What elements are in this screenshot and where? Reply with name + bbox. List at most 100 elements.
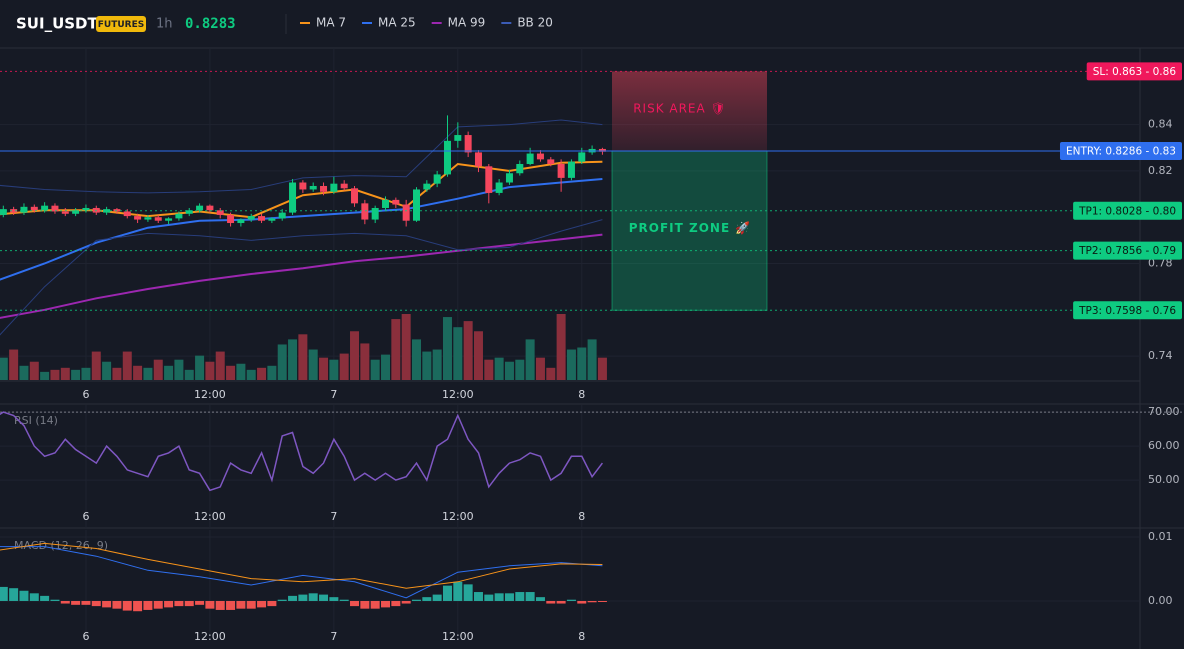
candle-body [402, 204, 410, 221]
histogram-bar [112, 600, 122, 609]
ma-line [0, 178, 603, 281]
x-tick-label: 6 [82, 388, 89, 401]
risk-zone [612, 71, 767, 152]
volume-bar [484, 359, 494, 380]
last-price: 0.8283 [185, 16, 236, 32]
histogram-bar [205, 600, 215, 609]
x-tick-label: 8 [578, 388, 585, 401]
legend-label: MA 99 [448, 16, 486, 30]
x-tick-label: 12:00 [442, 630, 474, 643]
volume-bar [164, 365, 174, 380]
histogram-bar [381, 600, 391, 608]
candle-body [526, 153, 534, 164]
volume-bar [9, 349, 19, 380]
histogram-bar [453, 581, 463, 601]
volume-bar [246, 369, 256, 380]
histogram-bar [308, 593, 318, 601]
candle-body [72, 210, 80, 214]
candle-body [423, 183, 431, 190]
histogram-bar [102, 600, 112, 608]
candle-body [598, 148, 606, 152]
volume-bar [184, 369, 194, 380]
candle-body [547, 159, 555, 164]
candle-body [392, 199, 400, 205]
level-label: SL: 0.863 - 0.86 [1093, 66, 1177, 78]
x-tick-label: 6 [82, 510, 89, 523]
candle-body [330, 183, 338, 192]
candle-body [134, 216, 142, 220]
candle-body [340, 183, 348, 189]
histogram-bar [60, 600, 70, 604]
candle-body [361, 203, 369, 220]
candle-body [578, 152, 586, 162]
candle-body [144, 217, 152, 220]
histogram-bar [484, 594, 494, 601]
profit-zone [611, 150, 768, 311]
histogram-bar [246, 600, 256, 609]
interval: 1h [156, 17, 173, 32]
volume-bar [360, 343, 370, 380]
histogram-bar [153, 600, 163, 609]
level-tag [1059, 142, 1182, 161]
candle-body [175, 213, 183, 219]
candle-body [10, 209, 18, 213]
macd-line [0, 542, 603, 589]
histogram-bar [411, 599, 421, 601]
level-tag [1073, 241, 1182, 260]
badge: FUTURES [98, 20, 144, 30]
histogram-bar [164, 600, 174, 608]
histogram-bar [566, 599, 576, 601]
candle-body [185, 210, 193, 214]
histogram-bar [587, 600, 597, 603]
candle-body [196, 205, 204, 211]
pane-title: RSI (14) [14, 414, 58, 427]
volume-bar [556, 314, 566, 380]
histogram-bar [257, 600, 267, 608]
histogram-bar [525, 592, 535, 601]
histogram-bar [91, 600, 101, 607]
histogram-bar [597, 600, 607, 602]
macd-line [0, 546, 603, 599]
volume-bar [205, 361, 215, 380]
volume-bar [102, 361, 112, 380]
volume-bar [577, 347, 587, 380]
candle-body [268, 218, 276, 221]
x-tick-label: 8 [578, 510, 585, 523]
volume-bar [0, 357, 8, 380]
level-label: TP2: 0.7856 - 0.79 [1078, 245, 1176, 257]
volume-bar [391, 319, 401, 380]
candle-body [0, 209, 7, 215]
candle-body [216, 210, 224, 215]
volume-bar [40, 371, 50, 380]
volume-bar [525, 339, 535, 380]
volume-bar [71, 369, 81, 380]
candle-body [464, 135, 472, 153]
histogram-bar [50, 599, 60, 601]
histogram-bar [215, 600, 225, 610]
volume-bar [566, 349, 576, 380]
volume-bar [277, 344, 287, 380]
histogram-bar [133, 600, 143, 612]
level-label: ENTRY: 0.8286 - 0.83 [1066, 146, 1176, 158]
candle-body [206, 205, 214, 211]
volume-bar [319, 357, 329, 380]
level-label: TP1: 0.8028 - 0.80 [1078, 205, 1176, 217]
candle-body [567, 161, 575, 178]
volume-bar [195, 355, 205, 380]
candle-body [557, 163, 565, 178]
histogram-bar [546, 600, 556, 604]
candle-body [320, 185, 328, 192]
candle-body [412, 189, 420, 221]
candle-body [278, 212, 286, 219]
volume-bar [143, 367, 153, 380]
histogram-bar [432, 594, 442, 601]
candle-body [382, 199, 390, 208]
histogram-bar [236, 600, 246, 609]
y-tick-label: 0.78 [1148, 257, 1173, 270]
volume-bar [174, 359, 184, 380]
y-tick-label: 0.00 [1148, 594, 1173, 607]
histogram-bar [401, 600, 411, 604]
histogram-bar [577, 600, 587, 604]
